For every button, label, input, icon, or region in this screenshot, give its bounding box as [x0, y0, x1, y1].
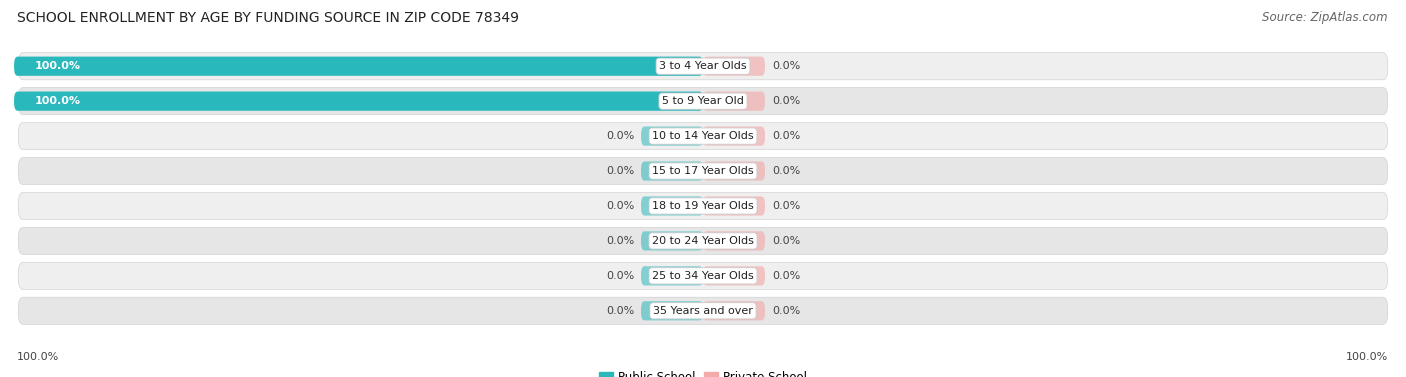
FancyBboxPatch shape: [18, 262, 1388, 290]
Text: 5 to 9 Year Old: 5 to 9 Year Old: [662, 96, 744, 106]
FancyBboxPatch shape: [641, 126, 703, 146]
FancyBboxPatch shape: [703, 161, 765, 181]
Text: 100.0%: 100.0%: [35, 61, 80, 71]
Text: 0.0%: 0.0%: [606, 166, 634, 176]
Text: 100.0%: 100.0%: [1346, 352, 1388, 362]
Text: 0.0%: 0.0%: [606, 236, 634, 246]
Text: 100.0%: 100.0%: [35, 96, 80, 106]
Text: 15 to 17 Year Olds: 15 to 17 Year Olds: [652, 166, 754, 176]
FancyBboxPatch shape: [641, 196, 703, 216]
FancyBboxPatch shape: [18, 87, 1388, 115]
Text: 18 to 19 Year Olds: 18 to 19 Year Olds: [652, 201, 754, 211]
Text: 0.0%: 0.0%: [772, 271, 800, 281]
Text: SCHOOL ENROLLMENT BY AGE BY FUNDING SOURCE IN ZIP CODE 78349: SCHOOL ENROLLMENT BY AGE BY FUNDING SOUR…: [17, 11, 519, 25]
Text: 0.0%: 0.0%: [772, 166, 800, 176]
Text: Source: ZipAtlas.com: Source: ZipAtlas.com: [1263, 11, 1388, 24]
Text: 0.0%: 0.0%: [606, 306, 634, 316]
FancyBboxPatch shape: [703, 266, 765, 285]
Text: 0.0%: 0.0%: [772, 131, 800, 141]
Text: 0.0%: 0.0%: [772, 96, 800, 106]
FancyBboxPatch shape: [18, 52, 1388, 80]
FancyBboxPatch shape: [703, 126, 765, 146]
Text: 25 to 34 Year Olds: 25 to 34 Year Olds: [652, 271, 754, 281]
FancyBboxPatch shape: [703, 57, 765, 76]
FancyBboxPatch shape: [18, 158, 1388, 185]
Text: 10 to 14 Year Olds: 10 to 14 Year Olds: [652, 131, 754, 141]
FancyBboxPatch shape: [641, 301, 703, 320]
FancyBboxPatch shape: [14, 92, 703, 111]
Text: 0.0%: 0.0%: [606, 201, 634, 211]
Legend: Public School, Private School: Public School, Private School: [595, 366, 811, 377]
Text: 0.0%: 0.0%: [772, 201, 800, 211]
FancyBboxPatch shape: [703, 92, 765, 111]
FancyBboxPatch shape: [641, 231, 703, 251]
FancyBboxPatch shape: [18, 297, 1388, 325]
Text: 0.0%: 0.0%: [606, 131, 634, 141]
Text: 3 to 4 Year Olds: 3 to 4 Year Olds: [659, 61, 747, 71]
FancyBboxPatch shape: [14, 57, 703, 76]
FancyBboxPatch shape: [641, 161, 703, 181]
FancyBboxPatch shape: [703, 301, 765, 320]
Text: 0.0%: 0.0%: [772, 61, 800, 71]
Text: 100.0%: 100.0%: [17, 352, 59, 362]
FancyBboxPatch shape: [18, 123, 1388, 150]
FancyBboxPatch shape: [703, 231, 765, 251]
Text: 0.0%: 0.0%: [772, 236, 800, 246]
FancyBboxPatch shape: [18, 227, 1388, 254]
FancyBboxPatch shape: [703, 196, 765, 216]
Text: 20 to 24 Year Olds: 20 to 24 Year Olds: [652, 236, 754, 246]
FancyBboxPatch shape: [18, 192, 1388, 219]
Text: 0.0%: 0.0%: [772, 306, 800, 316]
FancyBboxPatch shape: [641, 266, 703, 285]
Text: 0.0%: 0.0%: [606, 271, 634, 281]
Text: 35 Years and over: 35 Years and over: [652, 306, 754, 316]
